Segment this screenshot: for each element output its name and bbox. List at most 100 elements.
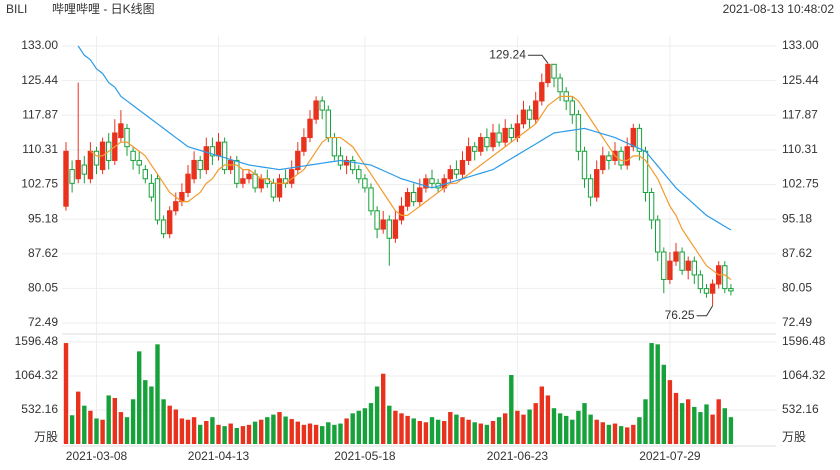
x-tick-label: 2021-07-29 — [639, 449, 701, 463]
moving-average-line — [90, 95, 732, 280]
volume-bar — [570, 419, 575, 444]
candle-body — [594, 169, 600, 198]
volume-bar — [173, 409, 178, 444]
candle-body — [75, 159, 81, 180]
volume-bar — [704, 404, 709, 444]
candle-body — [160, 219, 167, 235]
volume-bar — [429, 417, 435, 444]
candle-body — [472, 146, 478, 152]
candle-body — [673, 251, 679, 262]
volume-bar — [350, 413, 355, 444]
y-tick-label: 125.44 — [21, 73, 58, 87]
candle-body — [642, 150, 649, 193]
candle-body — [87, 150, 94, 180]
candle-body — [356, 169, 362, 180]
candle-body — [209, 146, 216, 157]
volume-bar — [460, 417, 465, 444]
volume-bar — [478, 423, 483, 444]
candle-body — [252, 173, 258, 189]
candle-body — [307, 118, 313, 139]
candle-body — [154, 178, 161, 221]
volume-bar — [69, 415, 75, 444]
volume-bar — [539, 386, 544, 444]
volume-bar — [515, 410, 520, 444]
candle-body — [203, 146, 210, 171]
candle-body — [234, 159, 240, 184]
candle-body — [124, 127, 130, 148]
candle-body — [551, 63, 557, 79]
volume-bar — [466, 419, 471, 444]
volume-tick-label: 1596.48 — [15, 334, 59, 348]
volume-bar — [600, 422, 605, 444]
candle-body — [667, 260, 673, 280]
candle-body — [331, 137, 338, 157]
candle-body — [679, 251, 685, 271]
volume-bar — [588, 414, 593, 444]
candle-body — [624, 146, 630, 166]
candle-body — [496, 132, 502, 143]
volume-bar — [320, 426, 325, 444]
volume-bar — [521, 414, 526, 444]
volume-bar — [686, 399, 691, 444]
volume-bar — [88, 410, 93, 444]
volume-bar — [716, 399, 721, 444]
candle-body — [587, 178, 594, 198]
volume-bar — [265, 417, 270, 444]
high-annotation: 129.24 — [489, 47, 526, 61]
volume-bar — [393, 410, 398, 444]
candle-body — [502, 127, 508, 143]
volume-bar — [655, 344, 660, 444]
candle-body — [69, 169, 75, 184]
candle-body — [350, 159, 356, 171]
volume-bar — [155, 344, 160, 444]
y-tick-label: 80.05 — [28, 281, 58, 295]
candle-body — [295, 150, 301, 171]
x-tick-label: 2021-05-18 — [334, 449, 396, 463]
annotation-leader — [696, 305, 714, 317]
candle-body — [648, 191, 655, 221]
volume-bar — [442, 420, 447, 444]
candle-body — [276, 178, 283, 198]
candle-body — [655, 219, 661, 253]
volume-bar — [362, 408, 368, 444]
candle-body — [447, 169, 454, 180]
candle-body — [465, 146, 472, 161]
volume-bar — [557, 413, 563, 444]
candle-body — [215, 141, 222, 157]
volume-bar — [576, 410, 581, 444]
candle-body — [490, 132, 496, 148]
volume-bar — [204, 420, 209, 444]
volume-bar — [271, 414, 276, 444]
candle-body — [709, 283, 716, 294]
y-tick-label: 95.18 — [28, 211, 58, 225]
volume-bar — [198, 424, 203, 444]
volume-bar — [399, 413, 404, 444]
volume-bar — [240, 426, 246, 444]
volume-bar — [728, 417, 734, 444]
volume-bar — [551, 408, 557, 444]
candle-body — [246, 173, 252, 180]
y-tick-label: 102.75 — [782, 177, 819, 191]
candle-body — [478, 137, 484, 152]
volume-bar — [112, 397, 117, 444]
volume-bar — [374, 386, 380, 444]
volume-bar — [313, 424, 319, 444]
volume-bar — [448, 412, 453, 444]
volume-bar — [368, 403, 374, 444]
candle-body — [453, 169, 460, 175]
volume-bar — [722, 408, 727, 444]
candle-body — [368, 187, 374, 212]
volume-bar — [435, 419, 441, 444]
volume-bar — [679, 403, 685, 444]
candle-body — [606, 155, 612, 161]
volume-bar — [100, 419, 105, 444]
y-tick-label: 125.44 — [782, 73, 819, 87]
candle-body — [313, 100, 319, 120]
volume-bar — [106, 395, 111, 444]
volume-bar — [63, 343, 69, 444]
volume-bar — [326, 422, 331, 444]
candle-body — [258, 178, 264, 189]
volume-bar — [301, 424, 307, 444]
volume-bar — [564, 415, 569, 444]
volume-bar — [289, 419, 294, 444]
